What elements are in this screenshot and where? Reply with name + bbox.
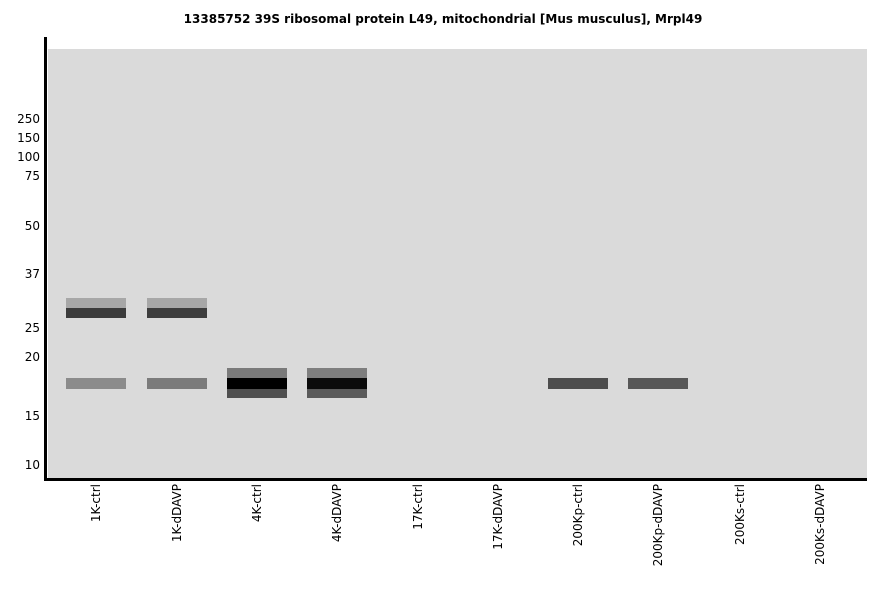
protein-band: [628, 378, 688, 389]
protein-band: [307, 378, 367, 389]
lane-label: 200Kp-dDAVP: [651, 484, 665, 567]
lane-label: 1K-ctrl: [89, 484, 103, 523]
mw-tick-label: 20: [24, 350, 40, 364]
lane-label: 200Kp-ctrl: [571, 484, 585, 547]
lane-label: 200Ks-dDAVP: [813, 484, 827, 565]
protein-band: [227, 368, 287, 378]
x-axis-line: [44, 478, 867, 481]
mw-tick-label: 10: [24, 458, 40, 472]
lane-label: 4K-ctrl: [250, 484, 264, 523]
protein-band: [66, 378, 126, 389]
mw-tick-label: 75: [24, 169, 40, 183]
protein-band: [307, 368, 367, 378]
mw-tick-label: 250: [17, 112, 40, 126]
mw-tick-label: 100: [17, 150, 40, 164]
lane-label: 200Ks-ctrl: [733, 484, 747, 545]
protein-band: [66, 308, 126, 318]
lane-label: 1K-dDAVP: [170, 484, 184, 543]
lane-label: 17K-dDAVP: [491, 484, 505, 550]
protein-band: [227, 389, 287, 398]
protein-band: [147, 298, 207, 308]
protein-band: [147, 308, 207, 318]
protein-band: [227, 378, 287, 389]
figure-title: 13385752 39S ribosomal protein L49, mito…: [183, 12, 703, 26]
protein-band: [548, 378, 608, 389]
gel-plot-area: [48, 49, 867, 478]
protein-band: [66, 298, 126, 308]
lane-label: 17K-ctrl: [411, 484, 425, 530]
mw-tick-label: 15: [24, 409, 40, 423]
mw-tick-label: 50: [24, 219, 40, 233]
lane-label: 4K-dDAVP: [330, 484, 344, 543]
mw-tick-label: 150: [17, 131, 40, 145]
y-axis-line: [44, 37, 47, 481]
protein-band: [307, 389, 367, 398]
mw-tick-label: 37: [24, 267, 40, 281]
protein-band: [147, 378, 207, 389]
mw-tick-label: 25: [24, 321, 40, 335]
